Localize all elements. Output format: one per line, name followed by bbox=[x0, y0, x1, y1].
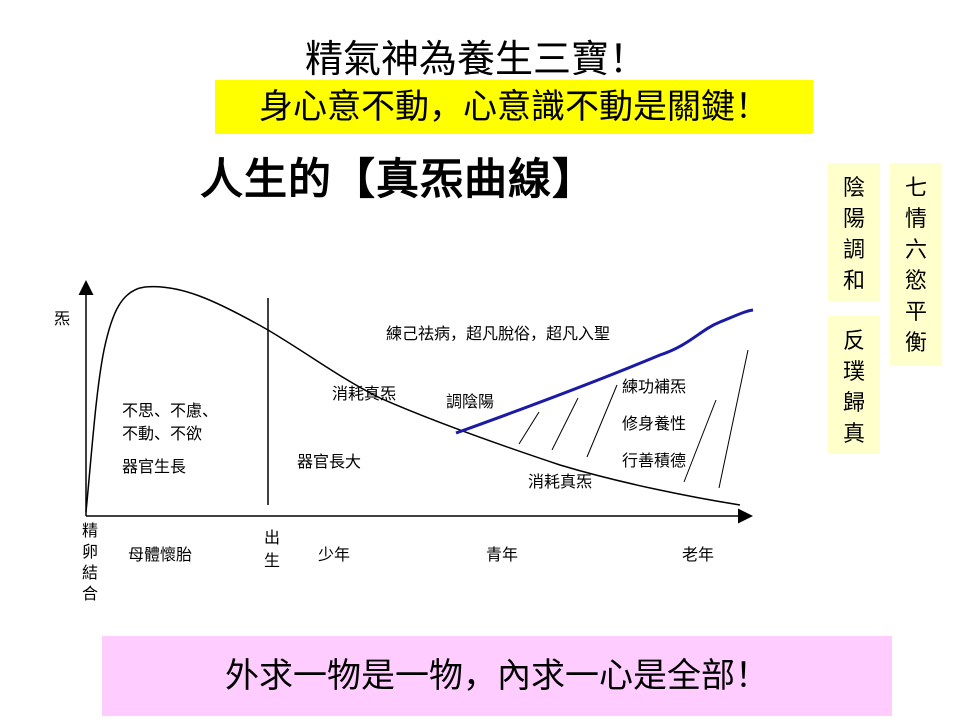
vbox-char: 衡 bbox=[904, 331, 927, 356]
diagram-heading: 人生的【真炁曲線】 bbox=[200, 155, 596, 205]
practice-label: 練功補炁 bbox=[622, 377, 686, 396]
no-thought-label: 不思、不慮、 bbox=[122, 401, 218, 420]
origin-label-char: 結 bbox=[82, 563, 98, 582]
vbox-char: 反 bbox=[842, 329, 865, 354]
main-title: 精氣神為養生三寶！ bbox=[304, 37, 647, 81]
vbox-char: 和 bbox=[842, 269, 865, 294]
practice-label: 修身養性 bbox=[622, 414, 686, 433]
vbox-char: 情 bbox=[904, 207, 927, 232]
hatch-lines bbox=[518, 349, 749, 489]
vbox-char: 平 bbox=[904, 300, 927, 325]
stage-label: 母體懷胎 bbox=[128, 545, 192, 564]
organ-grow-big-label: 器官長大 bbox=[297, 452, 361, 471]
y-axis-label: 炁 bbox=[54, 309, 70, 328]
origin-label-char: 精 bbox=[82, 521, 98, 540]
consume-qi-old-label: 消耗真炁 bbox=[528, 472, 592, 491]
vbox-char: 調 bbox=[842, 238, 865, 263]
birth-label-char: 生 bbox=[264, 551, 280, 570]
hatch-line bbox=[518, 411, 540, 445]
origin-label-char: 卵 bbox=[82, 542, 98, 561]
birth-label-char: 出 bbox=[264, 528, 280, 547]
vbox-char: 陽 bbox=[842, 207, 865, 232]
hatch-line bbox=[586, 384, 618, 458]
yinyang-box: 陰 陽 調 和 bbox=[828, 163, 880, 301]
practice-label: 行善積德 bbox=[622, 451, 686, 470]
subtitle-banner: 身心意不動，心意識不動是關鍵！ bbox=[215, 80, 813, 134]
no-thought-label: 不動、不欲 bbox=[122, 424, 202, 443]
organ-growth-label: 器官生長 bbox=[122, 457, 186, 476]
qi-curve bbox=[85, 285, 741, 513]
vbox-char: 璞 bbox=[842, 360, 865, 385]
emotion-balance-box: 七 情 六 慾 平 衡 bbox=[890, 163, 942, 366]
vbox-char: 七 bbox=[904, 176, 927, 201]
hatch-line bbox=[551, 397, 579, 451]
consume-qi-youth-label: 消耗真炁 bbox=[332, 384, 396, 403]
regulate-yinyang-label: 調陰陽 bbox=[446, 392, 494, 411]
vbox-char: 歸 bbox=[842, 391, 865, 416]
return-true-box: 反 璞 歸 真 bbox=[828, 316, 880, 454]
hatch-line bbox=[718, 349, 749, 489]
stage-label: 青年 bbox=[486, 545, 518, 564]
vbox-char: 慾 bbox=[904, 269, 927, 294]
vbox-char: 陰 bbox=[842, 176, 865, 201]
hatch-line bbox=[683, 399, 717, 483]
footer-banner: 外求一物是一物，內求一心是全部！ bbox=[102, 636, 892, 716]
vbox-char: 六 bbox=[904, 238, 927, 263]
stage-label: 少年 bbox=[318, 545, 350, 564]
cultivation-curve bbox=[455, 308, 754, 435]
origin-label-char: 合 bbox=[82, 584, 98, 603]
cultivation-goal-label: 練己祛病，超凡脫俗，超凡入聖 bbox=[386, 324, 610, 343]
vbox-char: 真 bbox=[842, 422, 865, 447]
stage-label: 老年 bbox=[682, 545, 714, 564]
